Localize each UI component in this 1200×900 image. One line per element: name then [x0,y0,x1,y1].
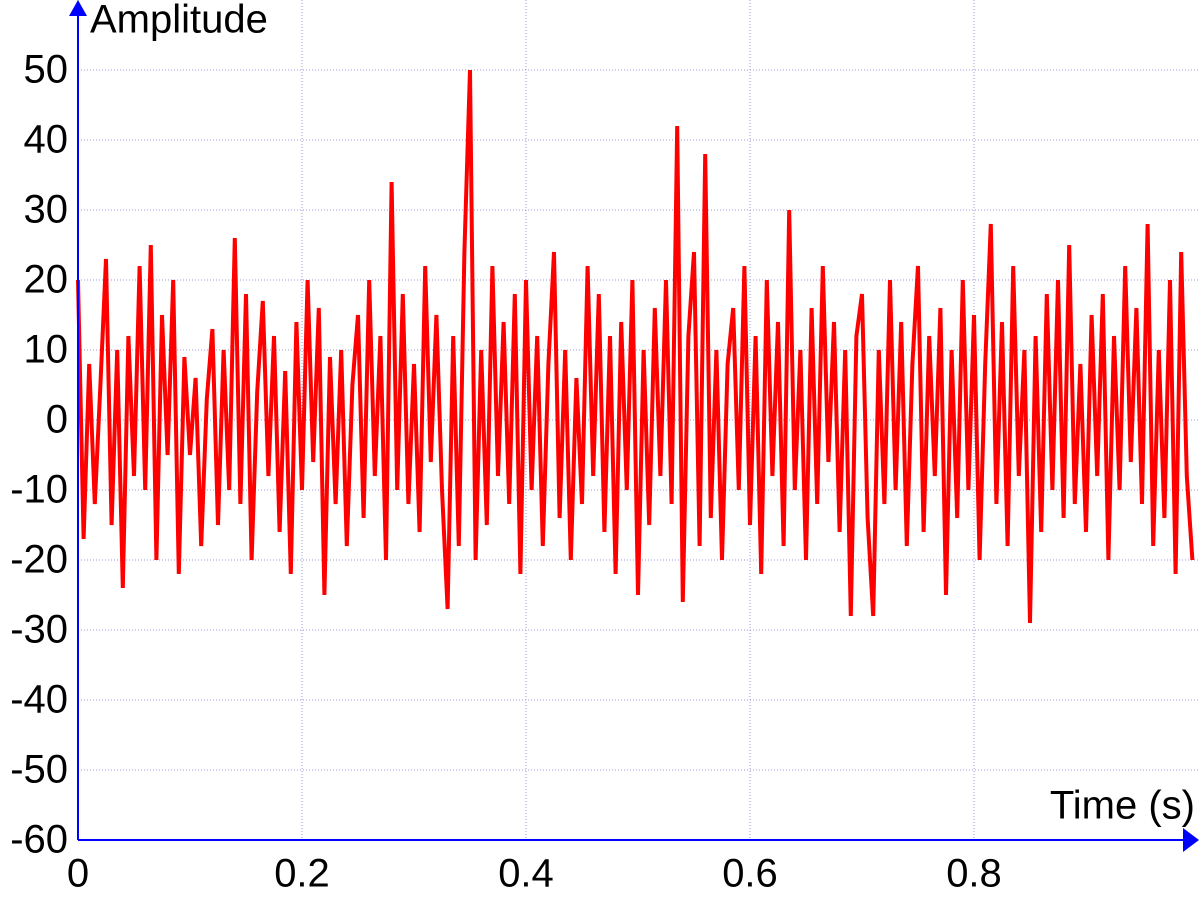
y-tick-label: 20 [24,258,69,302]
y-tick-label: 10 [24,328,69,372]
x-tick-label: 0 [67,852,89,896]
y-tick-label: -30 [10,608,68,652]
y-tick-label: -20 [10,538,68,582]
x-tick-label: 0.6 [722,852,778,896]
x-axis-label: Time (s) [1050,784,1195,828]
y-tick-label: -60 [10,818,68,862]
x-tick-label: 0.8 [946,852,1002,896]
y-axis-label: Amplitude [90,0,268,42]
y-tick-label: 0 [46,398,68,442]
y-tick-label: 30 [24,188,69,232]
y-tick-label: 50 [24,48,69,92]
y-tick-label: 40 [24,118,69,162]
x-tick-label: 0.2 [274,852,330,896]
x-axis-arrow [1183,828,1199,852]
y-tick-label: -40 [10,678,68,722]
y-tick-label: -50 [10,748,68,792]
data-line [76,69,1195,624]
y-tick-label: -10 [10,468,68,512]
y-axis-arrow [69,0,87,16]
x-tick-label: 0.4 [498,852,554,896]
